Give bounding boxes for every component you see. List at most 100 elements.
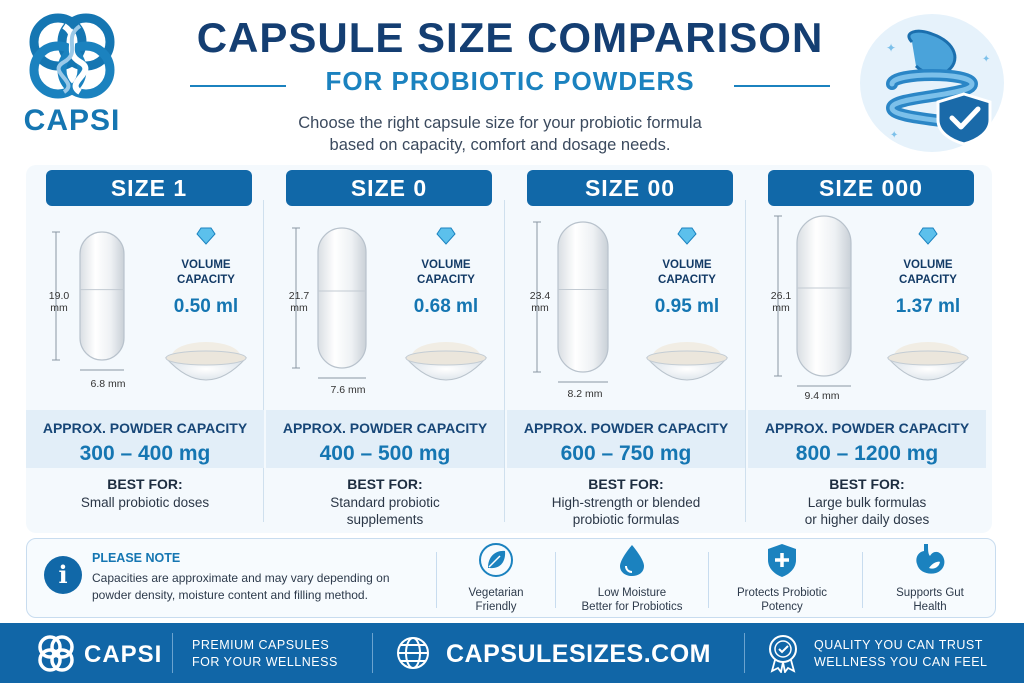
- feature-divider: [555, 552, 556, 608]
- size-column-1: SIZE 1 19.0 mm 6.8 mm VOLUME CAPACITY 0.50…: [26, 170, 264, 530]
- volume-capacity-value: 0.95 ml: [654, 296, 720, 317]
- volume-capacity-label: VOLUME CAPACITY: [177, 259, 235, 286]
- best-for-title: BEST FOR:: [588, 476, 664, 492]
- quality-badge-icon: [769, 635, 797, 673]
- capsule-length-label: 26.1 mm: [770, 290, 792, 314]
- water-drop-icon: [620, 545, 644, 576]
- capsule-graphic: [292, 227, 488, 381]
- diamond-icon: [196, 227, 216, 245]
- capsule-graphic: [52, 227, 248, 381]
- footer-divider: [372, 633, 373, 673]
- svg-text:✦: ✦: [890, 130, 898, 141]
- powder-capacity-band: [26, 410, 264, 468]
- best-for-text: High-strength or blended probiotic formul…: [551, 495, 701, 527]
- capsule-diameter-label: 7.6 mm: [330, 384, 366, 396]
- best-for-title: BEST FOR:: [347, 476, 423, 492]
- diamond-icon: [436, 227, 456, 245]
- footer-divider: [744, 633, 745, 673]
- page-subtitle: FOR PROBIOTIC POWDERS: [325, 66, 695, 96]
- feature-low-moisture: Low Moisture Better for Probiotics: [562, 542, 702, 616]
- capsule-shell: [317, 227, 367, 369]
- powder-capacity-band: [507, 410, 745, 468]
- note-text: Capacities are approximate and may vary …: [92, 571, 390, 602]
- info-icon: i: [44, 556, 82, 594]
- capsule-graphic: [774, 215, 970, 387]
- feature-divider: [708, 552, 709, 608]
- best-for-title: BEST FOR:: [107, 476, 183, 492]
- subtitle-rule-left: [190, 85, 286, 87]
- size-heading: SIZE 0: [286, 170, 492, 206]
- powder-surface: [405, 350, 487, 366]
- capsule-diameter-label: 8.2 mm: [567, 388, 603, 400]
- logo-wordmark: CAPSI: [23, 104, 121, 137]
- feature-gut-health: Supports Gut Health: [860, 542, 1000, 616]
- subtitle-rule-right: [734, 85, 830, 87]
- size-column-2: SIZE 0 21.7 mm 7.6 mm VOLUME CAPACITY 0.68…: [266, 170, 504, 530]
- feature-vegetarian: Vegetarian Friendly: [426, 542, 566, 616]
- powder-capacity-value: 300 – 400 mg: [79, 442, 211, 465]
- size-column-4: SIZE 000 26.1 mm 9.4 mm VOLUME CAPACITY 1.…: [748, 170, 986, 530]
- best-for-title: BEST FOR:: [829, 476, 905, 492]
- powder-surface: [887, 350, 969, 366]
- powder-capacity-value: 400 – 500 mg: [319, 442, 451, 465]
- capsule-shell: [557, 221, 609, 373]
- shield-plus-icon: [768, 544, 796, 577]
- size-heading: SIZE 00: [527, 170, 733, 206]
- feature-potency: Protects Probiotic Potency: [712, 542, 852, 616]
- footer-bar: [0, 623, 1024, 683]
- powder-capacity-value: 800 – 1200 mg: [795, 442, 939, 465]
- best-for-text: Standard probiotic supplements: [330, 495, 440, 527]
- capsule-shell: [79, 231, 125, 361]
- note-panel: [26, 538, 996, 618]
- volume-capacity-label: VOLUME CAPACITY: [417, 259, 475, 286]
- intro-line-2: based on capacity, comfort and dosage ne…: [329, 136, 671, 154]
- powder-capacity-title: APPROX. POWDER CAPACITY: [523, 420, 729, 436]
- size-column-3: SIZE 00 23.4 mm 8.2 mm VOLUME CAPACITY 0.9…: [507, 170, 745, 530]
- page-title: CAPSULE SIZE COMPARISON: [196, 14, 824, 61]
- powder-capacity-title: APPROX. POWDER CAPACITY: [282, 420, 488, 436]
- subtitle-row: FOR PROBIOTIC POWDERS: [190, 66, 830, 106]
- powder-surface: [165, 350, 247, 366]
- volume-capacity-value: 1.37 ml: [895, 296, 961, 317]
- gut-health-icon: ✦ ✦ ✦: [885, 29, 992, 146]
- feature-divider: [862, 552, 863, 608]
- globe-icon: [397, 637, 429, 669]
- website-link[interactable]: CAPSULESIZES.COM: [446, 640, 711, 668]
- note-title: PLEASE NOTE: [92, 551, 181, 565]
- svg-text:✦: ✦: [982, 54, 990, 65]
- column-divider: [263, 200, 264, 522]
- footer-tagline: PREMIUM CAPSULES FOR YOUR WELLNESS: [192, 638, 338, 669]
- column-divider: [504, 200, 505, 522]
- capsi-logo-icon: [38, 635, 74, 672]
- intro-line-1: Choose the right capsule size for your p…: [298, 114, 702, 132]
- footer-brand: CAPSI: [84, 641, 163, 668]
- powder-capacity-band: [266, 410, 504, 468]
- volume-capacity-label: VOLUME CAPACITY: [658, 259, 716, 286]
- intro-text: Choose the right capsule size for your p…: [230, 112, 770, 156]
- diamond-icon: [918, 227, 938, 245]
- volume-capacity-value: 0.68 ml: [413, 296, 479, 317]
- footer-divider: [172, 633, 173, 673]
- footer-quality-text: QUALITY YOU CAN TRUST WELLNESS YOU CAN F…: [814, 638, 988, 669]
- capsule-length-label: 21.7 mm: [288, 290, 310, 314]
- size-heading: SIZE 000: [768, 170, 974, 206]
- column-divider: [745, 200, 746, 522]
- best-for-text: Small probiotic doses: [80, 495, 210, 510]
- capsule-diameter-label: 6.8 mm: [90, 378, 126, 390]
- capsule-shell: [796, 215, 852, 377]
- volume-capacity-label: VOLUME CAPACITY: [899, 259, 957, 286]
- capsi-logo-icon: [29, 13, 115, 99]
- capsule-diameter-label: 9.4 mm: [804, 390, 840, 402]
- powder-capacity-value: 600 – 750 mg: [560, 442, 692, 465]
- diamond-icon: [677, 227, 697, 245]
- capsule-length-label: 23.4 mm: [529, 290, 551, 314]
- powder-surface: [646, 350, 728, 366]
- volume-capacity-value: 0.50 ml: [173, 296, 239, 317]
- capsule-graphic: [533, 221, 729, 383]
- size-heading: SIZE 1: [46, 170, 252, 206]
- svg-text:✦: ✦: [886, 41, 896, 55]
- capsule-length-label: 19.0 mm: [48, 290, 70, 314]
- powder-capacity-band: [748, 410, 986, 468]
- stomach-icon: [916, 544, 945, 574]
- feature-divider: [436, 552, 437, 608]
